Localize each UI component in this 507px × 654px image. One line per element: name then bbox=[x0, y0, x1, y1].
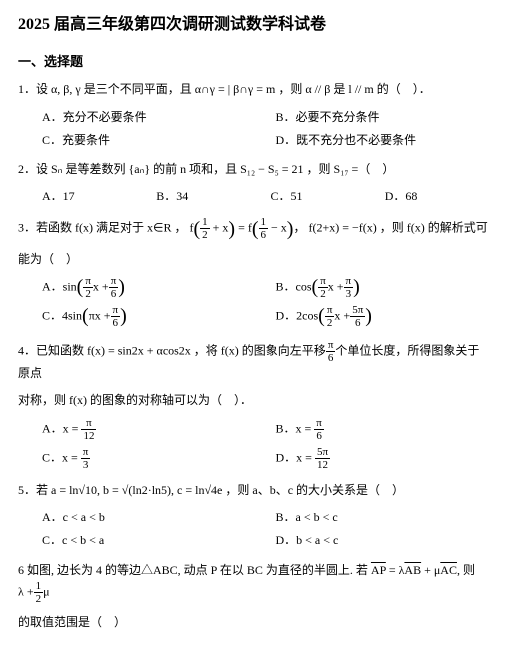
q3-a-plus: x + bbox=[93, 279, 109, 293]
q3-b-f1n: π bbox=[318, 275, 328, 288]
q1-opt-b: B．必要不充分条件 bbox=[276, 108, 490, 127]
q3-opt-d: D．2cos(π2x +5π6) bbox=[276, 304, 490, 329]
q1-opt-c: C．充要条件 bbox=[42, 131, 256, 150]
q6-text: 6 如图, 边长为 4 的等边△ABC, 动点 P 在以 BC 为直径的半圆上.… bbox=[18, 561, 489, 605]
q2-text: 2．设 Sₙ 是等差数列 {aₙ} 的前 n 项和，且 S₁₂ − S₅ = 2… bbox=[18, 160, 489, 179]
q4-opt-c: C．x = π3 bbox=[42, 446, 256, 471]
question-2: 2．设 Sₙ 是等差数列 {aₙ} 的前 n 项和，且 S₁₂ − S₅ = 2… bbox=[18, 160, 489, 206]
q6-mu: μ bbox=[43, 584, 49, 598]
question-5: 5．若 a = ln√10, b = √(ln2·ln5), c = ln√4e… bbox=[18, 481, 489, 551]
q6-frd: 2 bbox=[34, 593, 44, 605]
exam-title: 2025 届高三年级第四次调研测试数学科试卷 bbox=[18, 12, 489, 38]
q3-f2n: 1 bbox=[259, 216, 269, 229]
q3-d-f1n: π bbox=[325, 304, 335, 317]
q2-options: A．17 B．34 C．51 D．68 bbox=[18, 187, 489, 206]
q1-options: A．充分不必要条件 B．必要不充分条件 C．充要条件 D．既不充分也不必要条件 bbox=[18, 108, 489, 150]
q3-f1n: 1 bbox=[200, 216, 210, 229]
q4-a-d: 12 bbox=[81, 430, 96, 442]
q6-ap: AP bbox=[371, 563, 386, 577]
q1-part-b: | β∩γ = m ，则 α // β 是 l // m 的（ ）． bbox=[228, 82, 431, 96]
q4-d-n: 5π bbox=[315, 446, 330, 459]
q6-ac: AC bbox=[440, 563, 457, 577]
question-1: 1．设 α, β, γ 是三个不同平面，且 α∩γ = | β∩γ = m ，则… bbox=[18, 80, 489, 150]
q4-opt-a: A．x = π12 bbox=[42, 417, 256, 442]
q3-opt-b: B．cos(π2x +π3) bbox=[276, 275, 490, 300]
q4-d-pre: D．x = bbox=[276, 450, 312, 464]
q5-sqrt: √(ln2·ln5) bbox=[122, 483, 171, 497]
q2-opt-d: D．68 bbox=[385, 187, 489, 206]
q3-d-plus: x + bbox=[334, 308, 350, 322]
q3-options: A．sin(π2x +π6) B．cos(π2x +π3) C．4sin(πx … bbox=[18, 275, 489, 329]
q3-c-f2d: 6 bbox=[111, 317, 121, 329]
q6-cont: 的取值范围是（ ） bbox=[18, 613, 489, 632]
q4-a-pre: A．x = bbox=[42, 421, 78, 435]
q6-ab: AB bbox=[404, 563, 421, 577]
q1-text: 1．设 α, β, γ 是三个不同平面，且 α∩γ = | β∩γ = m ，则… bbox=[18, 80, 489, 99]
section-heading: 一、选择题 bbox=[18, 52, 489, 73]
q5-c: , c = ln√4e ，则 a、b、c 的大小关系是（ ） bbox=[171, 483, 404, 497]
q3-b-f2d: 3 bbox=[344, 288, 354, 300]
q3-cont: 能为（ ） bbox=[18, 250, 489, 269]
q3-b-plus: x + bbox=[328, 279, 344, 293]
q2-opt-b: B．34 bbox=[156, 187, 260, 206]
q6-frn: 1 bbox=[34, 580, 44, 593]
q3-b-pre: B．cos bbox=[276, 279, 312, 293]
q3-opt-a: A．sin(π2x +π6) bbox=[42, 275, 256, 300]
q3-d-pre: D．2cos bbox=[276, 308, 319, 322]
q3-c-f2n: π bbox=[111, 304, 121, 317]
q5-opt-a: A．c < a < b bbox=[42, 508, 256, 527]
q3-a-f1d: 2 bbox=[83, 288, 93, 300]
q4-c-d: 3 bbox=[81, 459, 91, 471]
q4-opt-b: B．x = π6 bbox=[276, 417, 490, 442]
q5-opt-d: D．b < a < c bbox=[276, 531, 490, 550]
q3-mid: ， f(2+x) = −f(x) ，则 f(x) 的解析式可 bbox=[293, 221, 487, 235]
q4-frn: π bbox=[326, 339, 336, 352]
q4-a-n: π bbox=[81, 417, 96, 430]
q4-c-pre: C．x = bbox=[42, 450, 78, 464]
q3-a-pre: A．sin bbox=[42, 279, 77, 293]
q4-a: 4．已知函数 f(x) = sin2x + αcos2x ，将 f(x) 的图象… bbox=[18, 343, 326, 357]
q5-text: 5．若 a = ln√10, b = √(ln2·ln5), c = ln√4e… bbox=[18, 481, 489, 500]
q3-c-in: πx + bbox=[89, 308, 111, 322]
q3-b-f2n: π bbox=[344, 275, 354, 288]
q3-d-f2n: 5π bbox=[350, 304, 365, 317]
question-3: 3．若函数 f(x) 满足对于 x∈R ， f(12 + x) = f(16 −… bbox=[18, 216, 489, 329]
q5-a: 5．若 a = ln√10, b = bbox=[18, 483, 122, 497]
q5-opt-b: B．a < b < c bbox=[276, 508, 490, 527]
question-4: 4．已知函数 f(x) = sin2x + αcos2x ，将 f(x) 的图象… bbox=[18, 339, 489, 471]
q3-text: 3．若函数 f(x) 满足对于 x∈R ， f(12 + x) = f(16 −… bbox=[18, 216, 489, 241]
q1-opt-a: A．充分不必要条件 bbox=[42, 108, 256, 127]
q3-a-f2n: π bbox=[109, 275, 119, 288]
q2-opt-a: A．17 bbox=[42, 187, 146, 206]
q3-a-f2d: 6 bbox=[109, 288, 119, 300]
q3-d-f2d: 6 bbox=[350, 317, 365, 329]
q3-c-pre: C．4sin bbox=[42, 308, 82, 322]
q3-f2d: 6 bbox=[259, 229, 269, 241]
q3-d-f1d: 2 bbox=[325, 317, 335, 329]
q5-opt-c: C．c < b < a bbox=[42, 531, 256, 550]
q4-b-d: 6 bbox=[314, 430, 324, 442]
q6-a: 6 如图, 边长为 4 的等边△ABC, 动点 P 在以 BC 为直径的半圆上.… bbox=[18, 563, 371, 577]
q6-eq: = λ bbox=[386, 563, 405, 577]
q4-b-pre: B．x = bbox=[276, 421, 312, 435]
q4-b-n: π bbox=[314, 417, 324, 430]
q3-pre: 3．若函数 f(x) 满足对于 x∈R ， bbox=[18, 221, 186, 235]
q6-plus: + μ bbox=[421, 563, 440, 577]
q4-text: 4．已知函数 f(x) = sin2x + αcos2x ，将 f(x) 的图象… bbox=[18, 339, 489, 383]
q3-b-f1d: 2 bbox=[318, 288, 328, 300]
q1-opt-d: D．既不充分也不必要条件 bbox=[276, 131, 490, 150]
q3-f1d: 2 bbox=[200, 229, 210, 241]
q4-frd: 6 bbox=[326, 352, 336, 364]
q4-d-d: 12 bbox=[315, 459, 330, 471]
q4-opt-d: D．x = 5π12 bbox=[276, 446, 490, 471]
q3-opt-c: C．4sin(πx +π6) bbox=[42, 304, 256, 329]
q4-options: A．x = π12 B．x = π6 C．x = π3 D．x = 5π12 bbox=[18, 417, 489, 471]
q5-options: A．c < a < b B．a < b < c C．c < b < a D．b … bbox=[18, 508, 489, 550]
q3-a-f1n: π bbox=[83, 275, 93, 288]
question-6: 6 如图, 边长为 4 的等边△ABC, 动点 P 在以 BC 为直径的半圆上.… bbox=[18, 561, 489, 633]
q1-part-a: 1．设 α, β, γ 是三个不同平面，且 α∩γ = bbox=[18, 82, 225, 96]
q4-cont: 对称，则 f(x) 的图象的对称轴可以为（ ）． bbox=[18, 391, 489, 410]
q2-opt-c: C．51 bbox=[271, 187, 375, 206]
q4-c-n: π bbox=[81, 446, 91, 459]
